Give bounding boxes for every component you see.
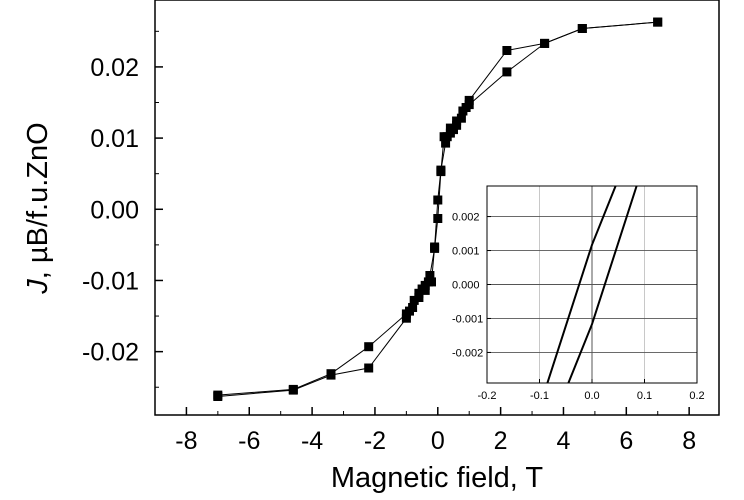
main-y-tick-label: 0.00	[90, 196, 139, 224]
main-x-tick-label: -2	[364, 427, 386, 455]
main-series-layer	[217, 21, 658, 397]
y-axis-title-units: , µB/f.u.ZnO	[22, 122, 54, 279]
main-series-2-point	[364, 363, 374, 373]
main-series-2-point	[464, 100, 474, 110]
main-x-tick-label: 2	[494, 427, 508, 455]
main-x-tick-label: -8	[175, 427, 197, 455]
inset-y-tick-label: 0.000	[452, 280, 480, 292]
main-series-1-line	[217, 21, 658, 396]
y-axis-title: J, µB/f.u.ZnO	[22, 122, 54, 294]
inset-y-tick-label: -0.001	[452, 313, 483, 325]
main-series-2-point	[502, 67, 512, 77]
main-y-tick-label: 0.02	[90, 54, 139, 82]
main-series-2-point	[213, 392, 223, 401]
inset-y-tick-label: 0.002	[452, 212, 480, 224]
main-y-tick-label: 0.01	[90, 125, 139, 153]
main-marker-layer	[213, 17, 663, 401]
y-axis-title-symbol: J	[22, 279, 54, 295]
main-series-2-point	[436, 167, 446, 177]
main-series-1-point	[433, 195, 443, 205]
x-axis-title: Magnetic field, T	[331, 462, 544, 494]
inset-branch-1-line	[546, 185, 617, 384]
main-x-tick-label: -6	[238, 427, 260, 455]
main-x-ticks: -8 -6 -4 -2 0 2 4 6 8	[154, 407, 696, 455]
main-series-2-point	[326, 370, 336, 380]
inset-y-tick-label: 0.001	[452, 246, 480, 258]
inset-y-tick-label: -0.002	[452, 347, 483, 359]
main-series-2-point	[445, 123, 455, 133]
main-series-2-line	[217, 21, 658, 397]
inset-x-tick-label: 0.0	[584, 390, 599, 402]
main-series-2-point	[458, 106, 468, 116]
inset-x-ticks: -0.2 -0.1 0.0 0.1 0.2	[478, 379, 705, 402]
main-x-tick-label: 8	[682, 427, 696, 455]
main-y-tick-label: -0.01	[82, 267, 139, 295]
inset-x-tick-label: -0.2	[478, 390, 497, 402]
main-series-2-point	[430, 243, 440, 253]
main-series-2-point	[425, 271, 435, 280]
main-series-1-point	[502, 46, 512, 55]
main-x-tick-label: 4	[557, 427, 571, 455]
main-series-2-point	[414, 288, 424, 298]
main-series-1-point	[456, 113, 466, 123]
inset-x-tick-label: 0.2	[689, 390, 704, 402]
inset-branch-2-line	[567, 185, 638, 384]
main-series-2-point	[288, 385, 298, 395]
main-series-2-point	[433, 214, 443, 223]
main-series-2-point	[540, 38, 550, 48]
main-series-2-point	[401, 313, 411, 323]
main-x-tick-label: -4	[301, 427, 323, 455]
main-x-tick-label: 0	[431, 427, 445, 455]
main-series-2-point	[577, 24, 587, 33]
main-series-2-point	[439, 132, 449, 142]
main-series-2-point	[409, 295, 419, 305]
main-series-2-point	[405, 306, 414, 316]
main-series-2-point	[452, 116, 462, 126]
main-plot-frame	[154, 0, 720, 416]
inset-x-tick-label: -0.1	[530, 390, 549, 402]
main-series-1-point	[364, 342, 374, 352]
inset-chart: -0.2 -0.1 0.0 0.1 0.2 -0.002 -0.001 0.000 0.001…	[452, 185, 705, 402]
main-chart: -8 -6 -4 -2 0 2 4 6 8 -0.02 -0.01 0.00 0.01 0.02 Mag…	[22, 0, 720, 494]
main-series-1-point	[441, 138, 451, 148]
inset-x-tick-label: 0.1	[637, 390, 652, 402]
main-series-2-point	[653, 17, 663, 27]
inset-y-ticks: -0.002 -0.001 0.000 0.001 0.002	[452, 212, 491, 359]
inset-series-layer	[546, 185, 638, 384]
main-y-ticks: -0.02 -0.01 0.00 0.01 0.02	[82, 30, 163, 388]
main-x-tick-label: 6	[619, 427, 633, 455]
main-y-tick-label: -0.02	[82, 339, 139, 367]
